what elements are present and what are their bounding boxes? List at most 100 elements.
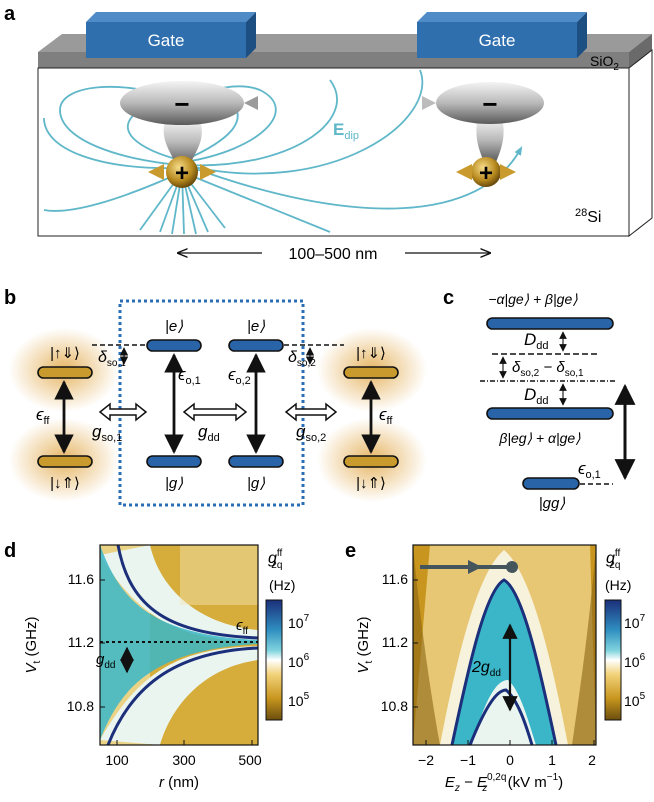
- delta-difference: δso,2 − δso,1: [512, 359, 584, 379]
- cbar-e-tick-0: 107: [624, 613, 646, 631]
- panel-d-letter: d: [4, 540, 16, 562]
- panel-e-cbar-ticks: 107 106 105: [624, 613, 646, 709]
- panel-d-cbar-ticks: 107 106 105: [288, 613, 310, 709]
- cbar-e-tick-2: 105: [624, 691, 646, 709]
- left-bottom-state: |↓⇑⟩: [50, 475, 80, 492]
- panel-d-xlabel: r (nm): [159, 774, 199, 791]
- gate-right: [417, 22, 577, 58]
- delta-so1: δso,1: [98, 349, 126, 369]
- bottom-state: |gg⟩: [539, 495, 566, 512]
- xticks-e-2: 0: [506, 752, 514, 768]
- cbar-d-tick-0: 107: [288, 613, 310, 631]
- panel-e-cbar-title: gff 2q: [606, 548, 621, 571]
- left-flipflop-lower-level: [37, 455, 93, 468]
- eps-o1: ϵo,1: [178, 365, 201, 387]
- d-dd-upper: Ddd: [524, 330, 549, 352]
- gate-right-label: Gate: [479, 31, 516, 50]
- panel-e-ylabel: Vt (GHz): [355, 617, 375, 674]
- g-so2-arrow: [284, 402, 338, 422]
- d-dd-lower: Ddd: [524, 385, 549, 407]
- panel-d-xticks: 100 300 500: [105, 752, 262, 768]
- xticks-e-3: 1: [548, 752, 556, 768]
- g-so1-label: gso,1: [92, 422, 122, 444]
- cbar-d-tick-1: 106: [288, 652, 310, 670]
- left-electron-sign: −: [174, 89, 189, 119]
- yticks-e-0: 11.6: [382, 571, 408, 587]
- right-hole-sign: +: [479, 160, 493, 187]
- xticks-d-2: 500: [238, 752, 262, 768]
- yticks-d-1: 11.2: [68, 634, 94, 650]
- g-dd-label-d: gdd: [96, 651, 115, 671]
- qubit-box: [118, 299, 305, 507]
- right-bottom-state: |↓⇑⟩: [356, 475, 386, 492]
- panel-e-cbar-unit: (Hz): [605, 577, 631, 593]
- g-state-1: |g⟩: [165, 475, 183, 492]
- g-dd-label: gdd: [198, 422, 220, 444]
- distance-label: 100–500 nm: [289, 246, 378, 263]
- charge-g-level-1: [146, 455, 202, 468]
- panel-e-colorbar: [604, 599, 622, 721]
- yticks-d-0: 11.6: [68, 571, 94, 587]
- panel-d-ylabel: Vt (GHz): [23, 617, 43, 674]
- panel-b-letter: b: [4, 287, 16, 309]
- charge-g-level-2: [228, 455, 284, 468]
- gate-left: [86, 22, 246, 58]
- eps-ff-right: ϵff: [379, 405, 393, 427]
- middle-state: β|eg⟩ + α|ge⟩: [498, 430, 581, 446]
- g-dd-arrow: [182, 402, 248, 422]
- level-top: [486, 317, 614, 330]
- left-hole-sign: +: [175, 160, 189, 187]
- panel-a-letter: a: [4, 3, 16, 25]
- right-electron-sign: −: [482, 89, 497, 119]
- slider-icon: [420, 560, 518, 574]
- field-label: Edip: [333, 120, 359, 142]
- yticks-e-1: 11.2: [382, 634, 408, 650]
- two-g-dd-label: 2gdd: [471, 659, 501, 679]
- yticks-d-2: 10.8: [67, 698, 94, 714]
- left-top-state: |↑⇓⟩: [50, 345, 80, 362]
- panel-c-letter: c: [443, 287, 454, 309]
- eps-ff-label-d: ϵff: [236, 617, 248, 637]
- xticks-e-1: −1: [460, 752, 476, 768]
- eps-ff-left: ϵff: [36, 405, 50, 427]
- substrate-label: 28Si: [575, 207, 601, 226]
- g-so2-label: gso,2: [296, 422, 326, 444]
- xticks-e-4: 2: [588, 752, 596, 768]
- cbar-d-tick-2: 105: [288, 691, 310, 709]
- level-bottom: [522, 477, 580, 490]
- right-top-state: |↑⇓⟩: [356, 345, 386, 362]
- level-middle: [486, 407, 614, 420]
- panel-e-letter: e: [345, 540, 356, 562]
- yticks-e-2: 10.8: [381, 698, 408, 714]
- panel-e-map: [413, 545, 596, 745]
- oxide-label: SiO2: [590, 53, 619, 73]
- charge-e-level-2: [228, 339, 284, 352]
- charge-e-level-1: [146, 339, 202, 352]
- xticks-d-1: 300: [172, 752, 196, 768]
- panel-d-yticks: 11.6 11.2 10.8: [67, 571, 94, 714]
- panel-d-colorbar: [265, 599, 283, 721]
- eps-o1-c: ϵo,1: [578, 459, 601, 481]
- panel-d-map: [100, 545, 258, 745]
- gate-left-label: Gate: [148, 31, 185, 50]
- panel-e-xlabel: Ez − E0,2q z (kV m−1): [445, 772, 563, 794]
- g-state-2: |g⟩: [247, 475, 265, 492]
- xticks-d-0: 100: [105, 752, 129, 768]
- xticks-e-0: −2: [418, 752, 434, 768]
- panel-d-cbar-title: gff 2q: [268, 548, 283, 571]
- top-state: −α|ge⟩ + β|ge⟩: [488, 291, 578, 307]
- e-state-2: |e⟩: [247, 318, 265, 335]
- left-flipflop-upper-level: [37, 366, 93, 379]
- cbar-e-tick-1: 106: [624, 652, 646, 670]
- panel-e-yticks: 11.6 11.2 10.8: [381, 571, 408, 714]
- eps-o2: ϵo,2: [228, 365, 251, 387]
- panel-d-cbar-unit: (Hz): [269, 577, 295, 593]
- right-dipole: − +: [422, 82, 544, 187]
- right-flipflop-lower-level: [343, 455, 399, 468]
- left-dipole: − +: [120, 81, 258, 188]
- delta-so2: δso,2: [288, 349, 316, 369]
- g-so1-arrow: [98, 402, 148, 422]
- e-state-1: |e⟩: [165, 318, 183, 335]
- right-flipflop-upper-level: [343, 366, 399, 379]
